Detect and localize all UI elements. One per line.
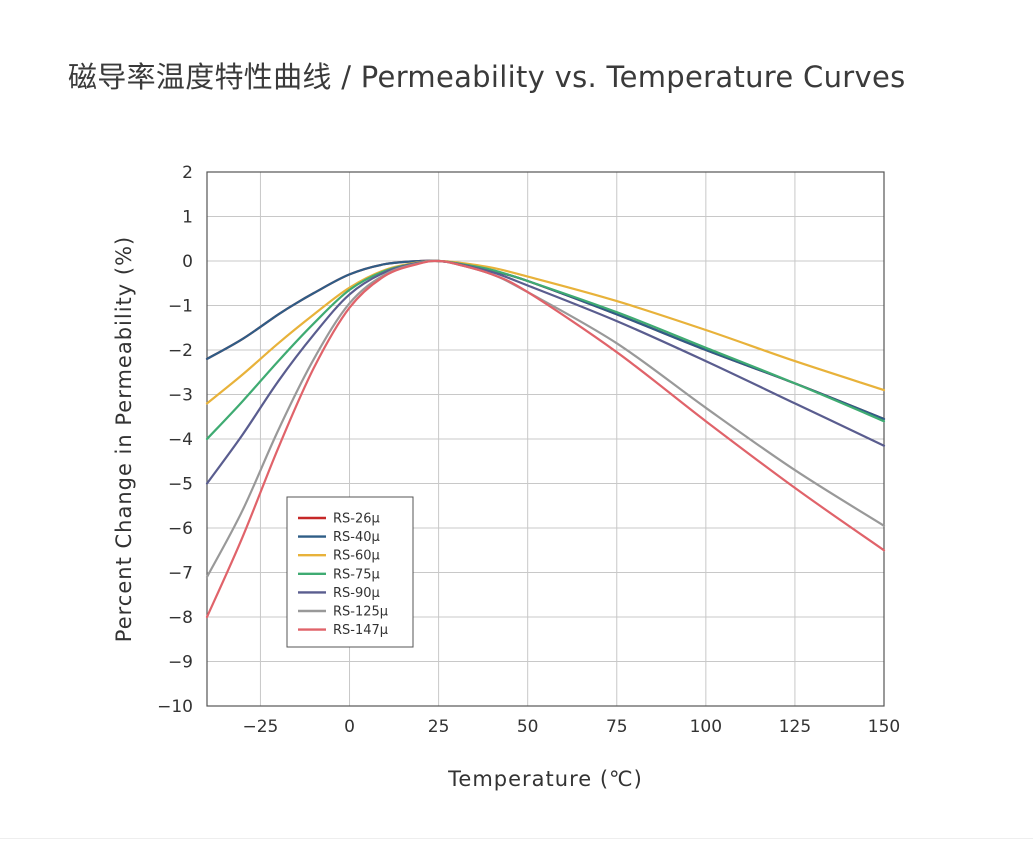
y-tick-label: −6 xyxy=(168,519,193,539)
y-tick-label: −10 xyxy=(157,697,193,717)
x-tick-label: 150 xyxy=(868,717,900,737)
y-tick-label: 0 xyxy=(182,252,193,272)
y-tick-label: −8 xyxy=(168,608,193,628)
y-tick-label: −1 xyxy=(168,297,193,317)
legend: RS-26μ RS-40μ RS-60μ RS-75μ RS-90μ RS-125μ RS-… xyxy=(286,496,414,648)
legend-label: RS-40μ xyxy=(333,530,380,545)
legend-label: RS-75μ xyxy=(333,567,380,582)
series-line-2 xyxy=(205,259,886,405)
y-tick-label: −3 xyxy=(168,386,193,406)
y-tick-label: −7 xyxy=(168,564,193,584)
legend-label: RS-147μ xyxy=(333,623,388,638)
y-tick-label: 2 xyxy=(182,163,193,183)
y-tick-label: 1 xyxy=(182,208,193,228)
bottom-rule xyxy=(0,838,1033,839)
y-tick-label: −9 xyxy=(168,653,193,673)
x-tick-label: 0 xyxy=(344,717,355,737)
y-axis-title: Percent Change in Permeability (%) xyxy=(112,236,136,642)
x-tick-label: 100 xyxy=(690,717,722,737)
x-tick-label: −25 xyxy=(243,717,279,737)
legend-label: RS-26μ xyxy=(333,512,380,527)
tick-layer: −25 0 25 50 75 100 125 150 2 1 0 −1 −2 −3 −4 −5 −6 −7 −8 −9… xyxy=(157,163,900,737)
x-axis-title: Temperature (℃) xyxy=(447,767,643,791)
y-tick-label: −5 xyxy=(168,475,193,495)
chart-title: 磁导率温度特性曲线 / Permeability vs. Temperature… xyxy=(68,60,906,94)
x-tick-label: 50 xyxy=(517,717,539,737)
y-tick-label: −4 xyxy=(168,430,193,450)
x-tick-label: 75 xyxy=(606,717,628,737)
series-layer xyxy=(205,259,886,619)
x-tick-label: 125 xyxy=(779,717,811,737)
legend-box xyxy=(286,496,414,648)
legend-label: RS-90μ xyxy=(333,586,380,601)
series-line-6 xyxy=(205,259,886,619)
x-tick-label: 25 xyxy=(428,717,450,737)
y-tick-label: −2 xyxy=(168,341,193,361)
legend-label: RS-60μ xyxy=(333,549,380,564)
legend-label: RS-125μ xyxy=(333,605,388,620)
series-line-4 xyxy=(205,259,886,485)
